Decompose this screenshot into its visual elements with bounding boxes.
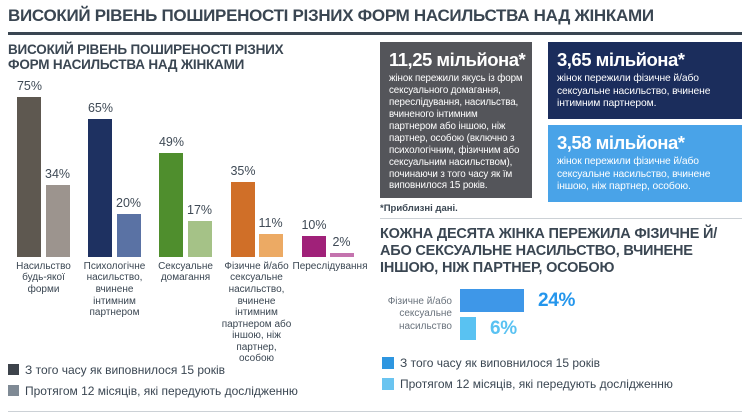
bar-pair: 35% 11% [221,75,292,257]
bar-value-label: 17% [187,202,213,217]
legend-swatch [8,385,19,397]
bar-category-label: Фізичне й/або сексуальне насильство, вчи… [221,260,292,365]
bar [116,213,141,257]
bottom-rule [8,411,742,412]
bar-value-label: 11% [258,215,283,230]
bar [302,235,326,257]
legend-item-label: З того часу як виповнилося 15 років [25,362,225,377]
legend-item: З того часу як виповнилося 15 років [382,356,742,370]
horizontal-bar-chart: Фізичне й/або сексуальне насильство 24% 6… [382,289,742,341]
bar-value-label: 20% [116,195,142,210]
bar-column: 34% [45,167,70,257]
stat-box-nonpartner: 3,58 мільйона* жінок пережили фізичне й/… [548,124,742,202]
bar-group: 75% 34% Насильство будь-якої форми [8,75,79,365]
bar [17,96,42,257]
bar [88,118,113,257]
bar-column: 17% [187,203,212,257]
legend-item-label: Протягом 12 місяців, які передують дослі… [400,377,673,392]
stat-box-total: 11,25 мільйона* жінок пережили якусь із … [380,41,532,198]
right-section: 11,25 мільйона* жінок пережили якусь із … [380,41,742,402]
hbar [460,317,476,341]
legend-item: Протягом 12 місяців, які передують дослі… [8,384,298,398]
hbar [460,289,524,313]
bar-group: 10% 2% Переслідування [292,75,368,365]
bar-group: 35% 11% Фізичне й/або сексуальне насильств… [221,75,292,365]
grouped-chart-title: ВИСОКИЙ РІВЕНЬ ПОШИРЕНОСТІ РІЗНИХ ФОРМ Н… [8,41,284,73]
hbar-row: 24% [460,289,576,313]
bar-value-label: 35% [230,163,256,178]
main-content: ВИСОКИЙ РІВЕНЬ ПОШИРЕНОСТІ РІЗНИХ ФОРМ Н… [0,35,750,402]
hbar-row: 6% [460,317,575,341]
stat-boxes-column: 3,65 мільйона* жінок пережили фізичне й/… [548,41,742,202]
legend-item: З того часу як виповнилося 15 років [8,363,298,377]
bar-value-label: 10% [301,217,327,232]
legend-item: Протягом 12 місяців, які передують дослі… [382,377,742,391]
page-title: ВИСОКИЙ РІВЕНЬ ПОШИРЕНОСТІ РІЗНИХ ФОРМ Н… [8,6,654,25]
legend-item-label: Протягом 12 місяців, які передують дослі… [25,383,298,398]
hchart-legend: З того часу як виповнилося 15 років Протя… [382,356,742,391]
hbar-value-label: 24% [538,289,576,311]
section-divider [380,217,742,219]
grouped-bar-chart: 75% 34% Насильство будь-якої форми 65% 20% Пс… [8,75,368,365]
bar-pair: 49% 17% [150,75,221,257]
hchart-bars: 24% 6% [460,289,576,341]
bar-column: 20% [116,196,141,257]
stat-number: 3,65 мільйона* [557,48,685,70]
bar-value-label: 75% [16,78,42,93]
stat-body: жінок пережили фізичне й/або сексуальне … [557,156,711,193]
bar-category-label: Психологічне насильство, вчинене інтимни… [83,260,146,319]
bar-value-label: 65% [87,100,113,115]
stat-body: жінок пережили фізичне й/або сексуальне … [557,73,711,110]
bar-column: 11% [258,215,283,257]
bar-value-label: 34% [45,166,71,181]
bar-category-label: Переслідування [292,260,368,272]
bar [230,181,255,257]
bar-category-label: Сексуальне домагання [158,260,213,284]
page-header: ВИСОКИЙ РІВЕНЬ ПОШИРЕНОСТІ РІЗНИХ ФОРМ Н… [0,0,750,35]
bar [329,252,354,257]
bar-pair: 75% 34% [8,75,79,257]
bar [258,233,283,257]
bar-column: 35% [230,164,255,257]
hchart-category-label: Фізичне й/або сексуальне насильство [387,295,452,332]
stat-box-partner: 3,65 мільйона* жінок пережили фізичне й/… [548,41,742,119]
legend-swatch [382,378,394,391]
bar-column: 75% [17,79,42,257]
bar-group: 49% 17% Сексуальне домагання [150,75,221,365]
bar [159,152,184,257]
bar [187,220,212,257]
stat-number: 3,58 мільйона* [557,131,685,153]
bar-pair: 10% 2% [292,75,363,257]
bar-column: 2% [329,234,354,257]
legend-swatch [382,357,394,370]
bar-pair: 65% 20% [79,75,150,257]
legend-swatch [8,364,19,376]
hbar-value-label: 6% [490,317,517,339]
title-rule [8,31,742,35]
bar-column: 65% [88,101,113,257]
hchart-title: КОЖНА ДЕСЯТА ЖІНКА ПЕРЕЖИЛА ФІЗИЧНЕ Й/АБ… [380,225,718,276]
bar-value-label: 49% [158,134,184,149]
bar-group: 65% 20% Психологічне насильство, вчинене і… [79,75,150,365]
bar [45,184,70,257]
stat-boxes: 11,25 мільйона* жінок пережили якусь із … [380,41,742,202]
bar-column: 10% [301,217,327,257]
bar-category-label: Насильство будь-якої форми [16,260,71,295]
bar-value-label: 2% [332,234,351,249]
grouped-chart-legend: З того часу як виповнилося 15 років Протя… [8,356,298,398]
bar-column: 49% [159,135,184,257]
left-section: ВИСОКИЙ РІВЕНЬ ПОШИРЕНОСТІ РІЗНИХ ФОРМ Н… [8,41,368,402]
legend-item-label: З того часу як виповнилося 15 років [400,356,600,371]
stat-body: жінок пережили якусь із форм сексуальног… [389,73,523,192]
stat-number: 11,25 мільйона* [389,48,526,70]
footnote: *Приблизні дані. [380,202,458,214]
